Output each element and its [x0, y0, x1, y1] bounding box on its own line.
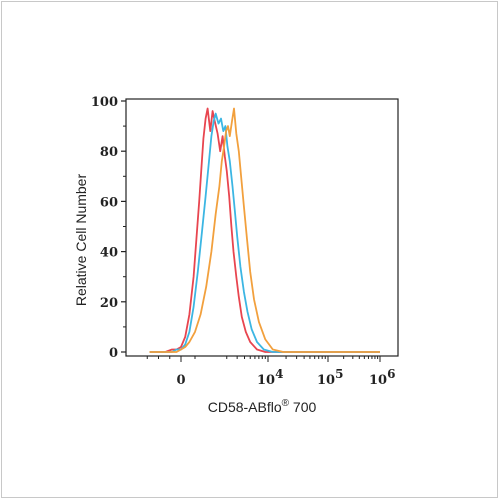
y-axis-title: Relative Cell Number	[73, 174, 89, 307]
x-tick-label: 105	[317, 367, 343, 388]
x-axis-title: CD58-ABflo® 700	[208, 398, 317, 415]
x-tick-label: 106	[369, 367, 395, 388]
histogram-curves	[149, 107, 380, 353]
x-axis-ticks: 0 104 105 106	[146, 356, 395, 388]
x-tick-label: 104	[257, 367, 283, 388]
y-tick-label: 20	[100, 296, 118, 311]
histogram-series-line-3	[149, 107, 380, 353]
x-axis-title-tail: 700	[289, 399, 316, 415]
histogram-series-line-2	[149, 112, 380, 353]
y-tick-label: 60	[100, 195, 118, 210]
y-tick-label: 0	[109, 346, 118, 361]
y-tick-label: 40	[100, 246, 118, 261]
x-axis-title-reg: ®	[282, 398, 290, 409]
y-axis-ticks: 0 20 40 60 80 100	[91, 95, 126, 361]
y-tick-label: 100	[91, 95, 118, 110]
x-axis-title-main: CD58-ABflo	[208, 399, 282, 415]
histogram-series-line-1	[149, 107, 380, 353]
y-tick-label: 80	[100, 145, 118, 160]
plot-area-border	[125, 98, 399, 357]
x-tick-label: 0	[176, 373, 185, 388]
